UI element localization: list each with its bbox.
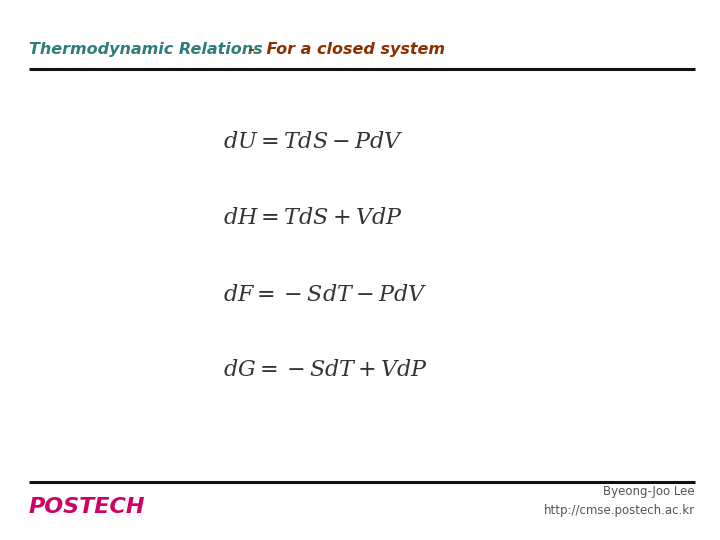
Text: $dG = - SdT + VdP$: $dG = - SdT + VdP$ bbox=[223, 360, 428, 380]
Text: Thermodynamic Relations: Thermodynamic Relations bbox=[29, 42, 262, 57]
Text: POSTECH: POSTECH bbox=[29, 496, 145, 517]
Text: $dF = - SdT - PdV$: $dF = - SdT - PdV$ bbox=[223, 284, 428, 305]
Text: http://cmse.postech.ac.kr: http://cmse.postech.ac.kr bbox=[544, 504, 695, 517]
Text: Byeong-Joo Lee: Byeong-Joo Lee bbox=[603, 485, 695, 498]
Text: $dH = TdS + VdP$: $dH = TdS + VdP$ bbox=[223, 207, 403, 228]
Text: $dU = TdS - PdV$: $dU = TdS - PdV$ bbox=[223, 131, 404, 152]
Text: -  For a closed system: - For a closed system bbox=[243, 42, 446, 57]
